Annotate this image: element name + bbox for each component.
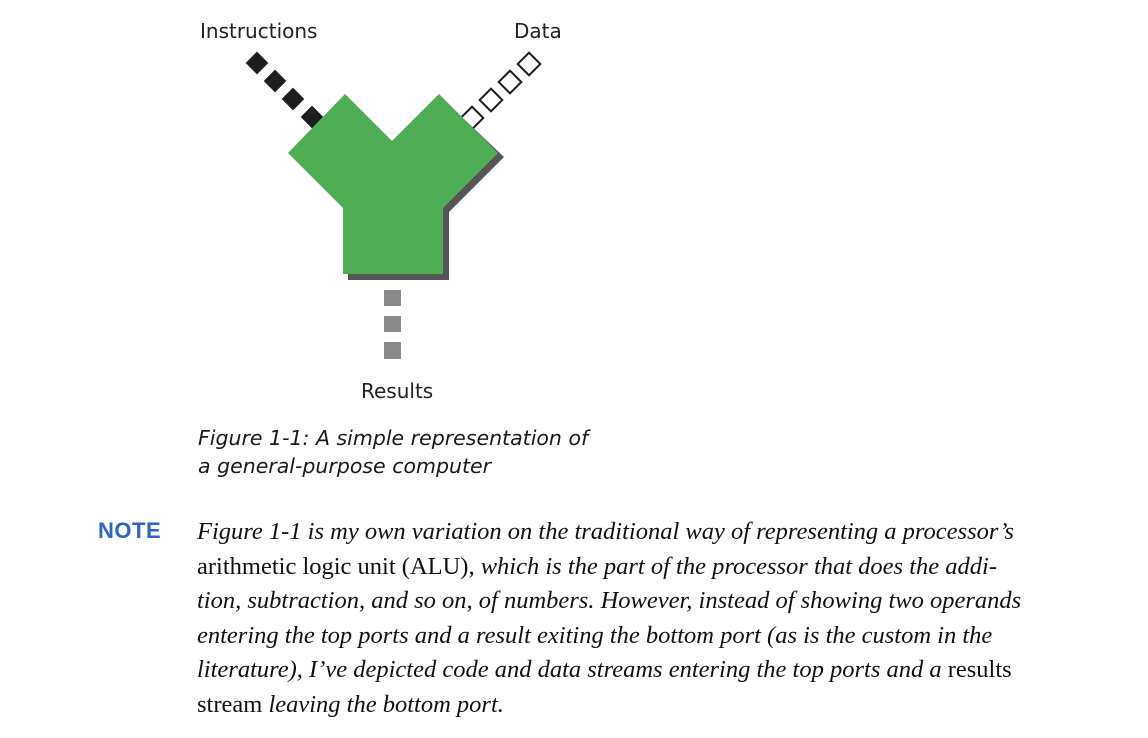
note-line: entering the top ports and a result exit… (197, 619, 1107, 654)
data-block (516, 51, 542, 77)
caption-line: Figure 1-1: A simple representation of (198, 426, 589, 450)
instruction-block (263, 69, 287, 93)
result-block (384, 290, 401, 306)
note-italic-text: , which is the part of the processor tha… (468, 552, 997, 580)
result-block (384, 316, 401, 332)
note-line: literature), I’ve depicted code and data… (197, 653, 1107, 688)
instruction-block (281, 87, 305, 111)
instructions-label: Instructions (200, 19, 317, 43)
note-line: stream leaving the bottom port. (197, 688, 1107, 723)
note-italic-text: literature), I’ve depicted code and data… (197, 656, 948, 683)
instruction-stream (245, 51, 324, 129)
data-stream (459, 51, 542, 131)
caption-line: a general-purpose computer (198, 454, 492, 478)
figure-caption: Figure 1-1: A simple representation of a… (198, 424, 658, 480)
note-roman-text: stream (197, 690, 263, 718)
note-italic-text: tion, subtraction, and so on, of numbers… (197, 587, 1022, 614)
note-line: tion, subtraction, and so on, of numbers… (197, 584, 1107, 619)
alu-body (288, 94, 498, 274)
instruction-block (245, 51, 269, 75)
note-italic-text: leaving the bottom port. (262, 690, 504, 718)
note-body: Figure 1-1 is my own variation on the tr… (197, 515, 1107, 722)
results-stream (384, 290, 401, 359)
results-label: Results (361, 379, 433, 403)
data-block (497, 69, 523, 95)
note-line: Figure 1-1 is my own variation on the tr… (197, 515, 1107, 550)
data-block (478, 87, 504, 113)
result-block (384, 342, 401, 359)
note-roman-text: arithmetic logic unit (ALU) (197, 552, 469, 580)
data-label: Data (514, 19, 562, 43)
note-roman-text: results (947, 656, 1012, 683)
note-line: arithmetic logic unit (ALU), which is th… (197, 550, 1107, 585)
note-italic-text: Figure 1-1 is my own variation on the tr… (197, 518, 1014, 545)
note-italic-text: entering the top ports and a result exit… (197, 621, 993, 649)
note-label: NOTE (98, 518, 162, 543)
